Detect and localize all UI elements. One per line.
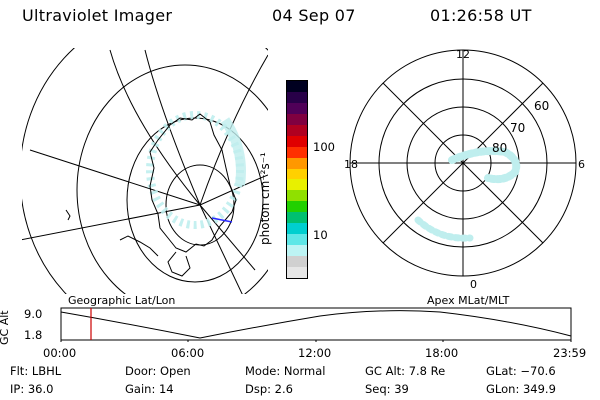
colorbar: [286, 80, 308, 279]
geographic-map: [22, 48, 268, 294]
colorbar-step: [287, 135, 307, 147]
altitude-xtick-3: 18:00: [425, 346, 459, 360]
track-segment: [211, 217, 233, 223]
gain-info: Gain: 14: [125, 382, 174, 396]
colorbar-step: [287, 190, 307, 202]
mode-info: Mode: Normal: [245, 364, 326, 378]
lat-label-70: 70: [510, 121, 525, 135]
colorbar-step: [287, 102, 307, 114]
glon-info: GLon: 349.9: [486, 382, 556, 396]
colorbar-step: [287, 256, 307, 267]
ip-info: IP: 36.0: [10, 382, 54, 396]
colorbar-step: [287, 113, 307, 125]
peninsula-coastline: [167, 251, 191, 277]
lat-label-80: 80: [492, 141, 507, 155]
colorbar-step: [287, 91, 307, 103]
mlt-label-18: 18: [344, 158, 358, 171]
gc-alt-info: GC Alt: 7.8 Re: [365, 364, 446, 378]
lat-circle: [76, 64, 268, 294]
mlt-label-6: 6: [578, 158, 585, 171]
colorbar-step: [287, 179, 307, 191]
app-title: Ultraviolet Imager: [22, 6, 173, 25]
mlt-label-12: 12: [456, 48, 470, 61]
colorbar-tick-10: 10: [313, 228, 328, 242]
colorbar-tick-100: 100: [313, 140, 335, 154]
lat-label-60: 60: [534, 99, 549, 113]
altitude-ylabel: GC Alt: [0, 310, 11, 345]
altitude-plot: [60, 307, 572, 342]
geographic-map-label: Geographic Lat/Lon: [68, 294, 176, 307]
colorbar-step: [287, 81, 307, 92]
altitude-xtick-0: 00:00: [43, 346, 77, 360]
colorbar-step: [287, 245, 307, 256]
colorbar-step: [287, 146, 307, 158]
altitude-xtick-1: 06:00: [171, 346, 205, 360]
colorbar-step: [287, 223, 307, 235]
lat-circle: [126, 117, 264, 283]
colorbar-step: [287, 168, 307, 180]
altitude-xtick-2: 12:00: [298, 346, 332, 360]
filter-info: Flt: LBHL: [10, 364, 62, 378]
colorbar-step: [287, 266, 307, 278]
dsp-info: Dsp: 2.6: [245, 382, 293, 396]
altitude-ytick-max: 9.0: [24, 307, 43, 321]
door-info: Door: Open: [125, 364, 191, 378]
date-label: 04 Sep 07: [272, 6, 356, 25]
colorbar-step: [287, 201, 307, 213]
altitude-ytick-min: 1.8: [24, 328, 43, 342]
colorbar-step: [287, 234, 307, 246]
colorbar-step: [287, 212, 307, 224]
mlt-label-0: 0: [470, 278, 477, 291]
polar-plot: 12 18 6 0 80 70 60: [344, 48, 585, 291]
antarctica-coastline: [149, 113, 237, 253]
time-label: 01:26:58 UT: [430, 6, 532, 25]
aurora-oval: [146, 111, 246, 229]
colorbar-step: [287, 124, 307, 136]
aurora-oval-polar: [414, 147, 521, 242]
apex-map-label: Apex MLat/MLT: [427, 294, 510, 307]
island-coastline: [65, 209, 71, 221]
altitude-xtick-4: 23:59: [553, 346, 587, 360]
seq-info: Seq: 39: [365, 382, 409, 396]
altitude-curve: [60, 310, 572, 339]
mlt-axis-diagonal: [382, 82, 544, 244]
coastline: [119, 235, 159, 257]
glat-info: GLat: −70.6: [486, 364, 556, 378]
colorbar-unit-label: photon cm⁻²s⁻¹: [258, 152, 272, 245]
colorbar-step: [287, 157, 307, 169]
